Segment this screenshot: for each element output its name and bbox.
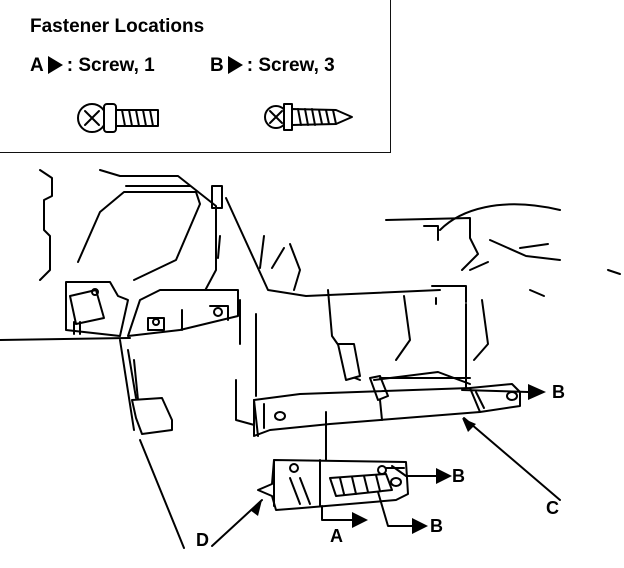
fastener-a-label: A : Screw, 1 <box>30 55 155 77</box>
arrow-right-icon <box>227 56 243 74</box>
callout-a-arrow <box>352 512 368 528</box>
legend-title: Fastener Locations <box>30 16 205 37</box>
fastener-a-key: A <box>30 55 44 76</box>
fastener-b-text: : Screw, 3 <box>246 55 335 76</box>
screw-a-icon <box>77 103 159 133</box>
callout-b-arrow-3 <box>412 518 428 534</box>
callout-b-bottom: B <box>430 516 443 536</box>
callout-b-top: B <box>552 382 565 402</box>
fastener-a-text: : Screw, 1 <box>66 55 155 76</box>
arrowheads <box>250 384 546 534</box>
callout-d: D <box>196 530 209 550</box>
callout-a: A <box>330 526 343 546</box>
callout-d-arrow <box>250 500 262 516</box>
dashboard-outline <box>0 169 217 341</box>
callout-c: C <box>546 498 559 518</box>
arrow-right-icon <box>47 56 63 74</box>
callout-b-arrow-1 <box>528 384 546 400</box>
fastener-legend <box>0 0 391 153</box>
upper-bracket <box>127 289 239 337</box>
support-beam <box>253 371 521 437</box>
callout-c-arrow <box>462 418 476 432</box>
fastener-b-label: B : Screw, 3 <box>210 55 335 77</box>
fastener-b-key: B <box>210 55 224 76</box>
callout-b-middle: B <box>452 466 465 486</box>
inner-panel <box>211 185 621 427</box>
lower-bracket <box>257 459 409 511</box>
screw-b-icon <box>264 103 353 131</box>
brake-pedal <box>119 339 185 549</box>
callout-b-arrow-2 <box>436 468 452 484</box>
